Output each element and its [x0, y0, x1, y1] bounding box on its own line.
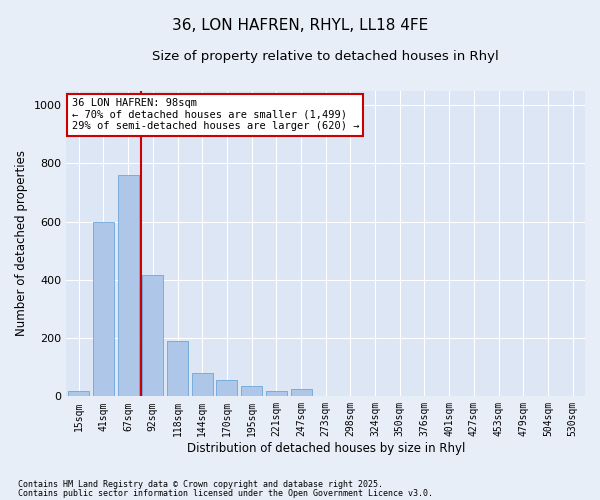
Bar — [68, 390, 89, 396]
Bar — [217, 380, 238, 396]
Text: Contains HM Land Registry data © Crown copyright and database right 2025.: Contains HM Land Registry data © Crown c… — [18, 480, 383, 489]
Bar — [192, 373, 213, 396]
Bar — [167, 341, 188, 396]
Bar — [93, 222, 114, 396]
Text: 36 LON HAFREN: 98sqm
← 70% of detached houses are smaller (1,499)
29% of semi-de: 36 LON HAFREN: 98sqm ← 70% of detached h… — [71, 98, 359, 132]
Title: Size of property relative to detached houses in Rhyl: Size of property relative to detached ho… — [152, 50, 499, 63]
Y-axis label: Number of detached properties: Number of detached properties — [15, 150, 28, 336]
Bar — [241, 386, 262, 396]
Bar — [290, 389, 311, 396]
Text: Contains public sector information licensed under the Open Government Licence v3: Contains public sector information licen… — [18, 489, 433, 498]
Text: 36, LON HAFREN, RHYL, LL18 4FE: 36, LON HAFREN, RHYL, LL18 4FE — [172, 18, 428, 32]
Bar — [118, 175, 139, 396]
X-axis label: Distribution of detached houses by size in Rhyl: Distribution of detached houses by size … — [187, 442, 465, 455]
Bar — [142, 276, 163, 396]
Bar — [266, 390, 287, 396]
